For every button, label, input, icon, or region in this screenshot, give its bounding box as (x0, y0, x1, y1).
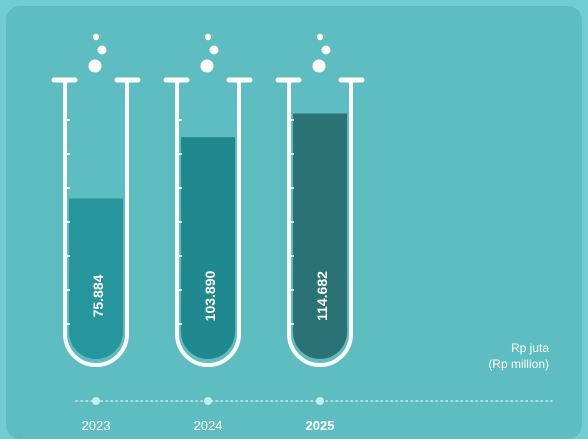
bubble-large (88, 59, 102, 73)
bubble-large (200, 59, 214, 73)
value-label-2024: 103.890 (202, 270, 218, 321)
unit-label-en: (Rp million) (488, 357, 549, 371)
tube-outline (287, 78, 353, 367)
unit-label-id: Rp juta (511, 341, 549, 355)
value-label-2023: 75.884 (90, 274, 106, 317)
bar-2023 (69, 198, 123, 359)
year-label-2023: 2023 (82, 418, 111, 433)
value-label-2025: 114.682 (314, 271, 330, 321)
bubble-large (312, 59, 326, 73)
baseline-marker (204, 397, 212, 405)
bubble-medium (209, 45, 219, 55)
bubble-small (316, 33, 324, 41)
bar-2025 (293, 113, 347, 360)
tube-2024: 103.890 2024 (163, 33, 253, 433)
bubble-medium (321, 45, 331, 55)
bar-2024 (181, 137, 235, 359)
tube-outline (63, 78, 129, 367)
bubble-small (92, 33, 100, 41)
bubble-small (204, 33, 212, 41)
year-label-2025: 2025 (306, 418, 335, 433)
baseline-marker (316, 397, 324, 405)
year-label-2024: 2024 (194, 418, 223, 433)
baseline-marker (92, 397, 100, 405)
tube-2023: 75.884 2023 (51, 33, 141, 433)
tube-2025: 114.682 2025 (275, 33, 365, 433)
tube-outline (175, 78, 241, 367)
bubble-medium (97, 45, 107, 55)
